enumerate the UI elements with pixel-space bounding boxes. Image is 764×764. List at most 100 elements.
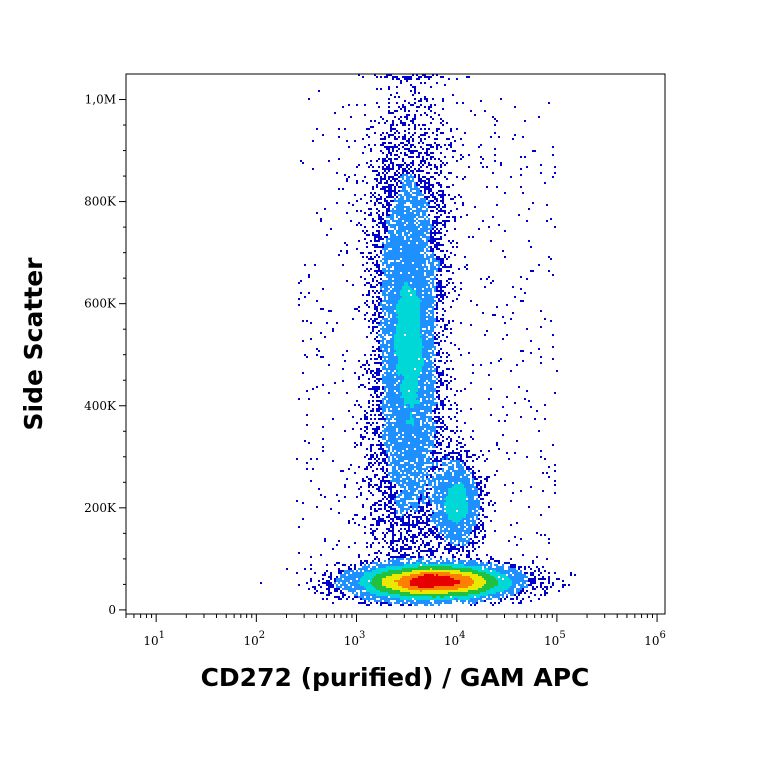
event-dot bbox=[404, 420, 406, 422]
event-dot bbox=[420, 462, 422, 464]
event-dot bbox=[418, 374, 420, 376]
event-dot bbox=[400, 344, 402, 346]
event-dot bbox=[392, 524, 394, 526]
event-dot bbox=[406, 438, 408, 440]
event-dot bbox=[414, 304, 416, 306]
event-dot bbox=[422, 346, 424, 348]
event-dot bbox=[446, 374, 448, 376]
event-dot bbox=[428, 530, 430, 532]
event-dot bbox=[430, 328, 432, 330]
event-dot bbox=[412, 348, 414, 350]
event-dot bbox=[404, 496, 406, 498]
event-dot bbox=[440, 476, 442, 478]
event-dot bbox=[414, 396, 416, 398]
event-dot bbox=[406, 512, 408, 514]
event-dot bbox=[400, 498, 402, 500]
event-dot bbox=[408, 168, 410, 170]
event-dot bbox=[420, 134, 422, 136]
event-dot bbox=[408, 228, 410, 230]
event-dot bbox=[422, 450, 424, 452]
event-dot bbox=[400, 326, 402, 328]
event-dot bbox=[396, 406, 398, 408]
event-dot bbox=[424, 270, 426, 272]
event-dot bbox=[396, 298, 398, 300]
event-dot bbox=[394, 128, 396, 130]
event-dot bbox=[396, 214, 398, 216]
event-dot bbox=[398, 430, 400, 432]
event-dot bbox=[406, 272, 408, 274]
event-dot bbox=[406, 270, 408, 272]
event-dot bbox=[408, 356, 410, 358]
event-dot bbox=[400, 346, 402, 348]
event-dot bbox=[402, 196, 404, 198]
event-dot bbox=[406, 308, 408, 310]
event-dot bbox=[392, 556, 394, 558]
event-dot bbox=[406, 250, 408, 252]
event-dot bbox=[408, 396, 410, 398]
event-dot bbox=[390, 376, 392, 378]
event-dot bbox=[412, 568, 414, 570]
event-dot bbox=[408, 414, 410, 416]
event-dot bbox=[396, 230, 398, 232]
event-dot bbox=[398, 334, 400, 336]
event-dot bbox=[368, 438, 370, 440]
event-dot bbox=[432, 250, 434, 252]
event-dot bbox=[410, 452, 412, 454]
event-dot bbox=[430, 594, 432, 596]
event-dot bbox=[408, 194, 410, 196]
event-dot bbox=[376, 322, 378, 324]
event-dot bbox=[390, 530, 392, 532]
event-dot bbox=[394, 284, 396, 286]
event-dot bbox=[414, 262, 416, 264]
event-dot bbox=[426, 292, 428, 294]
event-dot bbox=[400, 308, 402, 310]
event-dot bbox=[410, 296, 412, 298]
event-dot bbox=[410, 460, 412, 462]
event-dot bbox=[430, 426, 432, 428]
event-dot bbox=[406, 364, 408, 366]
event-dot bbox=[412, 358, 414, 360]
event-dot bbox=[400, 364, 402, 366]
event-dot bbox=[410, 428, 412, 430]
event-dot bbox=[428, 272, 430, 274]
event-dot bbox=[424, 214, 426, 216]
event-dot bbox=[460, 484, 462, 486]
event-dot bbox=[400, 446, 402, 448]
event-dot bbox=[372, 244, 374, 246]
event-dot bbox=[412, 278, 414, 280]
event-dot bbox=[416, 540, 418, 542]
event-dot bbox=[384, 406, 386, 408]
event-dot bbox=[424, 190, 426, 192]
event-dot bbox=[426, 472, 428, 474]
event-dot bbox=[388, 376, 390, 378]
event-dot bbox=[368, 490, 370, 492]
event-dot bbox=[398, 366, 400, 368]
event-dot bbox=[442, 510, 444, 512]
event-dot bbox=[424, 244, 426, 246]
event-dot bbox=[412, 210, 414, 212]
event-dot bbox=[378, 504, 380, 506]
event-dot bbox=[418, 376, 420, 378]
event-dot bbox=[384, 398, 386, 400]
event-dot bbox=[376, 102, 378, 104]
event-dot bbox=[420, 412, 422, 414]
event-dot bbox=[388, 102, 390, 104]
event-dot bbox=[392, 356, 394, 358]
event-dot bbox=[402, 170, 404, 172]
event-dot bbox=[446, 428, 448, 430]
event-dot bbox=[418, 288, 420, 290]
event-dot bbox=[382, 248, 384, 250]
event-dot bbox=[390, 318, 392, 320]
event-dot bbox=[414, 482, 416, 484]
event-dot bbox=[418, 418, 420, 420]
event-dot bbox=[406, 328, 408, 330]
event-dot bbox=[362, 256, 364, 258]
event-dot bbox=[412, 232, 414, 234]
event-dot bbox=[408, 310, 410, 312]
event-dot bbox=[434, 426, 436, 428]
event-dot bbox=[410, 324, 412, 326]
event-dot bbox=[390, 330, 392, 332]
event-dot bbox=[390, 400, 392, 402]
event-dot bbox=[432, 302, 434, 304]
event-dot bbox=[364, 436, 366, 438]
